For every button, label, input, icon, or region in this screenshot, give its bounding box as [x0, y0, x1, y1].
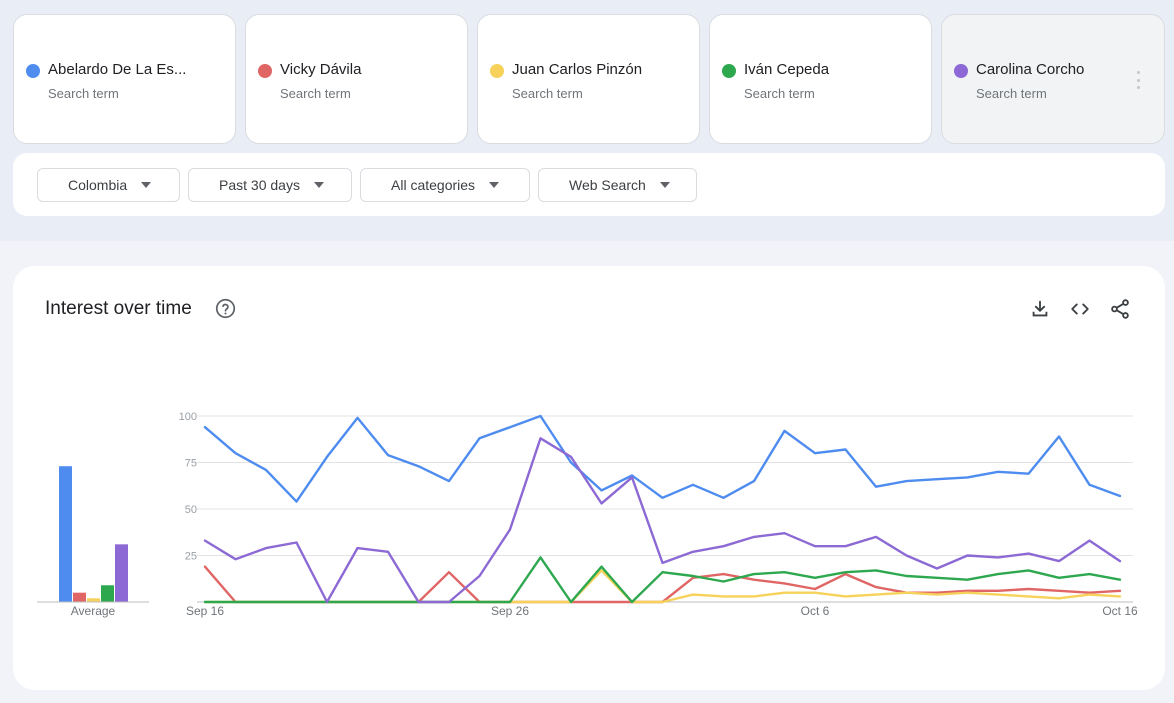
series-color-dot [258, 64, 272, 78]
search-term-card[interactable]: Vicky Dávila Search term [245, 14, 468, 144]
average-bar [87, 598, 100, 602]
filters-bar: Colombia Past 30 days All categories Web… [13, 153, 1165, 216]
search-term-label: Carolina Corcho [976, 61, 1085, 78]
search-term-sublabel: Search term [976, 86, 1047, 101]
y-tick-label: 75 [185, 458, 197, 470]
share-icon[interactable] [1109, 298, 1131, 320]
search-term-sublabel: Search term [512, 86, 583, 101]
region-dropdown[interactable]: Colombia [37, 168, 180, 202]
search-term-sublabel: Search term [48, 86, 119, 101]
search-terms-row: Abelardo De La Es... Search term Vicky D… [13, 14, 1165, 144]
y-tick-label: 25 [185, 551, 197, 563]
dropdown-arrow-icon [659, 182, 670, 188]
property-dropdown[interactable]: Web Search [538, 168, 697, 202]
average-label: Average [71, 604, 116, 618]
interest-over-time-chart: 100 75 50 25 Sep 16 Sep 26 Oct 6 Oct 16 Averag… [37, 411, 1138, 618]
series-color-dot [722, 64, 736, 78]
x-tick-label: Sep 26 [491, 604, 529, 618]
series-line [203, 556, 1122, 604]
dropdown-arrow-icon [489, 182, 500, 188]
search-term-card[interactable]: Carolina Corcho Search term [941, 14, 1165, 144]
region-dropdown-label: Colombia [68, 177, 128, 193]
average-bar [101, 585, 114, 602]
series-color-dot [954, 64, 968, 78]
dropdown-arrow-icon [313, 182, 324, 188]
series-line [203, 414, 1122, 503]
search-term-label: Iván Cepeda [744, 61, 830, 78]
x-axis-ticks: Sep 16 Sep 26 Oct 6 Oct 16 [186, 604, 1138, 618]
search-term-card[interactable]: Juan Carlos Pinzón Search term [477, 14, 700, 144]
average-bars [37, 466, 149, 603]
search-term-card[interactable]: Abelardo De La Es... Search term [13, 14, 236, 144]
x-tick-label: Sep 16 [186, 604, 224, 618]
chart-series [203, 414, 1122, 604]
average-bar [73, 592, 86, 602]
average-bar [59, 466, 72, 602]
property-dropdown-label: Web Search [569, 177, 646, 193]
category-dropdown[interactable]: All categories [360, 168, 530, 202]
search-term-sublabel: Search term [280, 86, 351, 101]
dropdown-arrow-icon [141, 182, 152, 188]
y-tick-label: 100 [179, 411, 197, 423]
embed-code-icon[interactable] [1069, 298, 1091, 320]
time-range-dropdown[interactable]: Past 30 days [188, 168, 352, 202]
series-color-dot [490, 64, 504, 78]
x-tick-label: Oct 6 [801, 604, 830, 618]
time-range-dropdown-label: Past 30 days [219, 177, 300, 193]
category-dropdown-label: All categories [391, 177, 476, 193]
download-icon[interactable] [1029, 298, 1051, 320]
y-tick-label: 50 [185, 504, 197, 516]
card-title: Interest over time [45, 298, 192, 319]
help-icon[interactable] [215, 298, 236, 319]
x-tick-label: Oct 16 [1102, 604, 1138, 618]
search-term-label: Juan Carlos Pinzón [512, 61, 643, 78]
average-bar [115, 544, 128, 602]
series-color-dot [26, 64, 40, 78]
y-axis-ticks: 100 75 50 25 [179, 411, 197, 563]
series-line [203, 437, 1122, 604]
search-term-sublabel: Search term [744, 86, 815, 101]
more-vert-icon[interactable] [1136, 71, 1140, 89]
search-term-card[interactable]: Iván Cepeda Search term [709, 14, 932, 144]
interest-over-time-card: Interest over time 100 75 50 25 Sep 16 Sep 2… [13, 266, 1165, 690]
search-term-label: Vicky Dávila [280, 61, 362, 78]
search-term-label: Abelardo De La Es... [48, 61, 187, 78]
